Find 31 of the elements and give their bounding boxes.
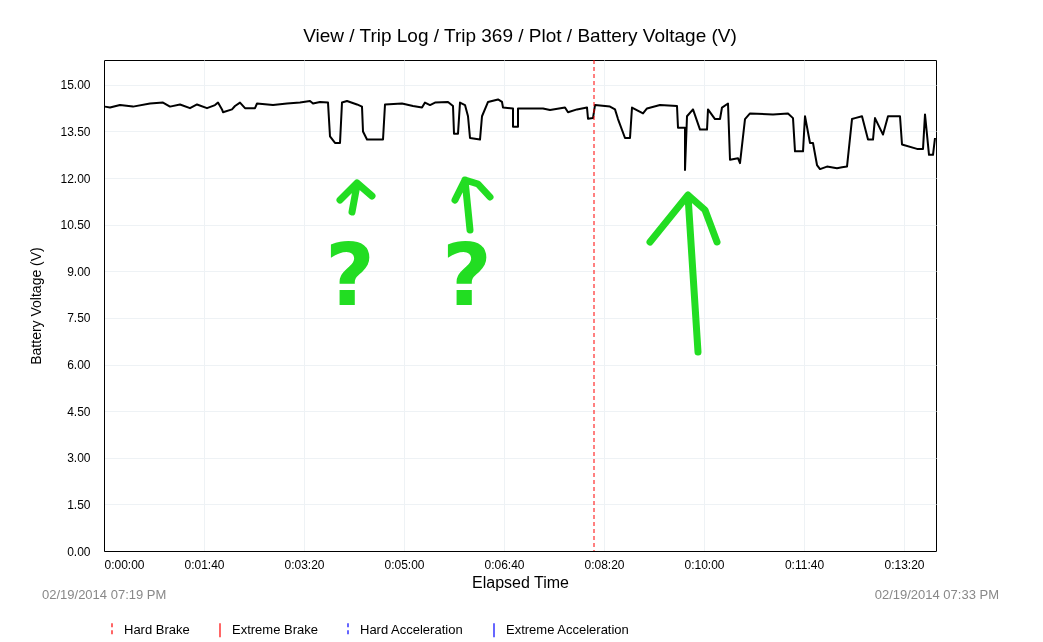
annotation: ? <box>442 225 492 325</box>
text: 02/19/2014 07:19 PM <box>42 587 167 602</box>
y-tick-label: 1.50 <box>67 497 91 512</box>
y-tick-label: 15.00 <box>60 78 91 93</box>
legend-label: Extreme Brake <box>232 622 318 638</box>
x-tick-label: 0:11:40 <box>784 557 825 572</box>
text: 02/19/2014 07:33 PM <box>874 587 999 602</box>
legend-label: Hard Brake <box>124 622 190 638</box>
x-tick-label: 0:05:00 <box>384 557 425 572</box>
x-tick-label: 0:01:40 <box>184 557 225 572</box>
x-tick-label: 0:03:20 <box>284 557 325 572</box>
y-tick-label: 6.00 <box>67 358 91 373</box>
x-tick-label: 0:10:00 <box>684 557 725 572</box>
y-tick-label: 12.00 <box>60 171 91 186</box>
x-axis-title: Elapsed Time <box>472 573 570 591</box>
annotation: ? <box>325 225 375 325</box>
y-tick-label: 10.50 <box>60 218 91 233</box>
y-tick-label: 4.50 <box>67 404 91 419</box>
x-tick-label: 0:00:00 <box>104 557 145 572</box>
x-tick-label: 0:13:20 <box>884 557 925 572</box>
y-axis-title: Battery Voltage (V) <box>28 247 45 365</box>
y-tick-label: 7.50 <box>67 311 91 326</box>
y-tick-label: 3.00 <box>67 451 91 466</box>
chart-title: View / Trip Log / Trip 369 / Plot / Battery Voltage (V) <box>303 24 737 46</box>
y-tick-label: 0.00 <box>67 544 91 559</box>
legend-label: Hard Acceleration <box>360 622 463 638</box>
x-tick-label: 0:08:20 <box>584 557 625 572</box>
y-tick-label: 9.00 <box>67 264 91 279</box>
x-tick-label: 0:06:40 <box>484 557 525 572</box>
legend-label: Extreme Acceleration <box>506 622 629 638</box>
y-tick-label: 13.50 <box>60 124 91 139</box>
